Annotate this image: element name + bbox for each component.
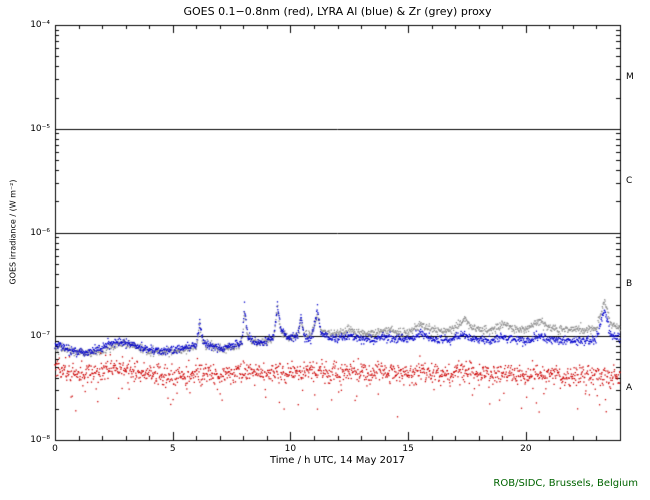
x-axis-title: Time / h UTC, 14 May 2017 (269, 455, 406, 466)
x-tick-label: 10 (284, 444, 297, 454)
x-tick-label: 0 (52, 444, 58, 454)
y-tick-label: 10⁻⁸ (30, 435, 50, 445)
x-tick-label: 20 (520, 444, 532, 454)
x-tick-label: 5 (169, 444, 176, 454)
flare-class-label: B (626, 279, 633, 290)
x-tick-label: 15 (402, 444, 414, 454)
flare-class-label: M (626, 71, 634, 82)
flare-class-label: C (626, 175, 633, 186)
credit-text: ROB/SIDC, Brussels, Belgium (493, 478, 638, 489)
chart-title: GOES 0.1−0.8nm (red), LYRA Al (blue) & Z… (183, 5, 492, 18)
y-axis-title: GOES irradiance / (W m⁻²) (8, 179, 18, 285)
y-tick-label: 10⁻⁵ (30, 123, 50, 134)
y-tick-label: 10⁻⁴ (30, 20, 50, 30)
y-tick-label: 10⁻⁷ (30, 331, 50, 342)
y-tick-label: 10⁻⁶ (30, 227, 50, 238)
flare-class-label: A (626, 383, 633, 394)
